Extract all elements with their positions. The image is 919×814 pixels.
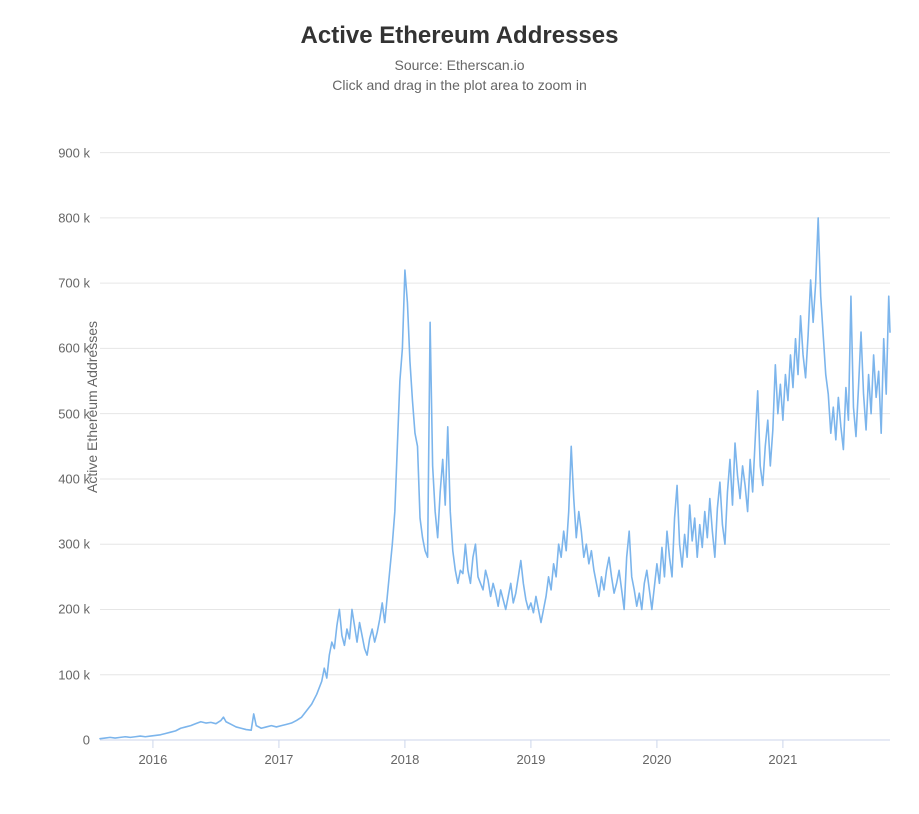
x-tick-label: 2020 [642,752,671,767]
chart-subtitle-line1: Source: Etherscan.io [395,57,525,73]
y-tick-label: 100 k [42,667,90,682]
y-tick-label: 400 k [42,471,90,486]
x-tick-label: 2018 [390,752,419,767]
x-tick-label: 2019 [516,752,545,767]
y-tick-label: 800 k [42,210,90,225]
x-tick-label: 2017 [264,752,293,767]
plot-area[interactable] [100,120,890,740]
y-tick-label: 0 [42,733,90,748]
y-tick-label: 700 k [42,276,90,291]
y-tick-label: 900 k [42,145,90,160]
chart-svg[interactable] [100,120,890,740]
y-tick-label: 500 k [42,406,90,421]
y-tick-label: 600 k [42,341,90,356]
chart-subtitle-line2: Click and drag in the plot area to zoom … [332,77,586,93]
y-tick-label: 300 k [42,537,90,552]
y-tick-label: 200 k [42,602,90,617]
chart-subtitle: Source: Etherscan.io Click and drag in t… [0,56,919,95]
x-tick-label: 2016 [138,752,167,767]
series-line[interactable] [100,218,890,739]
x-tick-label: 2021 [768,752,797,767]
chart-container: Active Ethereum Addresses Source: Ethers… [0,0,919,814]
chart-title: Active Ethereum Addresses [0,22,919,50]
